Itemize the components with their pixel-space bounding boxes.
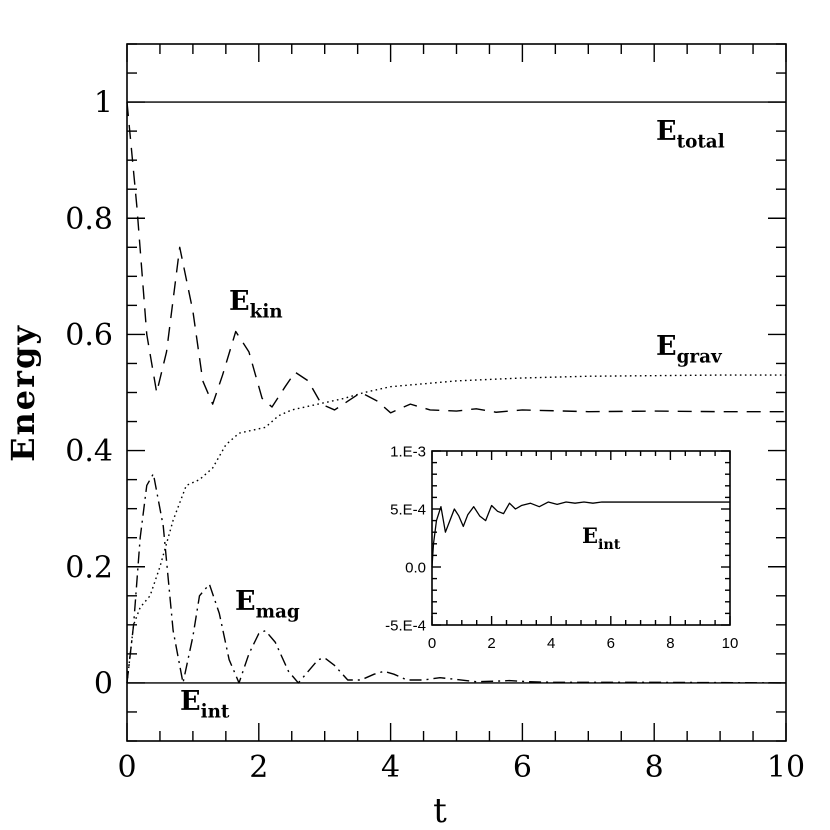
inset-series-line-solid xyxy=(431,501,730,568)
x-tick-label: 2 xyxy=(249,750,268,785)
inset-annotation-int: Eint xyxy=(582,523,621,553)
inset-x-tick-label: 8 xyxy=(666,635,674,652)
annotation-subscript: mag xyxy=(256,602,300,623)
inset-x-tick-label: 10 xyxy=(722,635,739,652)
annotation-subscript: int xyxy=(201,702,230,723)
inset-y-tick-label: 5.E-4 xyxy=(390,501,426,518)
annotation-total: Etotal xyxy=(656,116,725,153)
annotation-subscript: total xyxy=(677,132,725,153)
x-tick-label: 8 xyxy=(645,750,664,785)
y-tick-label: 1 xyxy=(94,86,113,121)
inset-x-tick-label: 2 xyxy=(487,635,495,652)
x-tick-label: 4 xyxy=(381,750,400,785)
x-tick-label: 10 xyxy=(767,750,805,785)
annotation-main: E xyxy=(582,523,598,548)
series-line-dotted xyxy=(126,374,786,683)
annotation-subscript: grav xyxy=(677,347,723,368)
inset-x-tick-label: 6 xyxy=(607,635,615,652)
annotation-kin: Ekin xyxy=(229,286,283,323)
x-tick-label: 0 xyxy=(117,750,136,785)
inset-plot-frame xyxy=(431,450,731,626)
inset-y-tick-label: 1.E-3 xyxy=(390,443,426,460)
y-tick-label: 0 xyxy=(94,666,113,701)
y-tick-label: 0.8 xyxy=(65,202,113,237)
y-tick-label: 0.2 xyxy=(65,550,113,585)
annotation-main: E xyxy=(180,686,201,717)
inset-x-tick-label: 4 xyxy=(547,635,555,652)
main-plot-area: 0 2 4 6 8 1000.20.40.60.81EtotalEkinEgravEmag… xyxy=(65,43,805,785)
series-line-dashdot xyxy=(126,473,787,684)
y-tick-label: 0.6 xyxy=(65,318,113,353)
annotation-main: E xyxy=(235,586,256,617)
annotation-mag: Emag xyxy=(235,586,300,623)
x-tick-label: 6 xyxy=(513,750,532,785)
annotation-subscript: kin xyxy=(250,302,283,323)
annotation-main: E xyxy=(656,331,677,362)
y-tick-label: 0.4 xyxy=(65,434,113,469)
inset-x-tick-label: 0 xyxy=(428,635,436,652)
x-axis-label: t xyxy=(433,791,447,830)
annotation-main: E xyxy=(229,286,250,317)
annotation-int: Eint xyxy=(180,686,230,723)
annotation-grav: Egrav xyxy=(656,331,723,368)
y-axis-label: Energy xyxy=(4,324,42,462)
inset-plot-area: 0 2 4 6 8 10 -5.E-4 0.0 5.E-4 1.E-3 Eint xyxy=(385,443,738,652)
inset-y-tick-label: 0.0 xyxy=(405,559,426,576)
inset-y-tick-label: -5.E-4 xyxy=(385,617,426,634)
annotation-subscript: int xyxy=(598,537,621,553)
annotation-main: E xyxy=(656,116,677,147)
series-line-dashed xyxy=(126,102,786,414)
